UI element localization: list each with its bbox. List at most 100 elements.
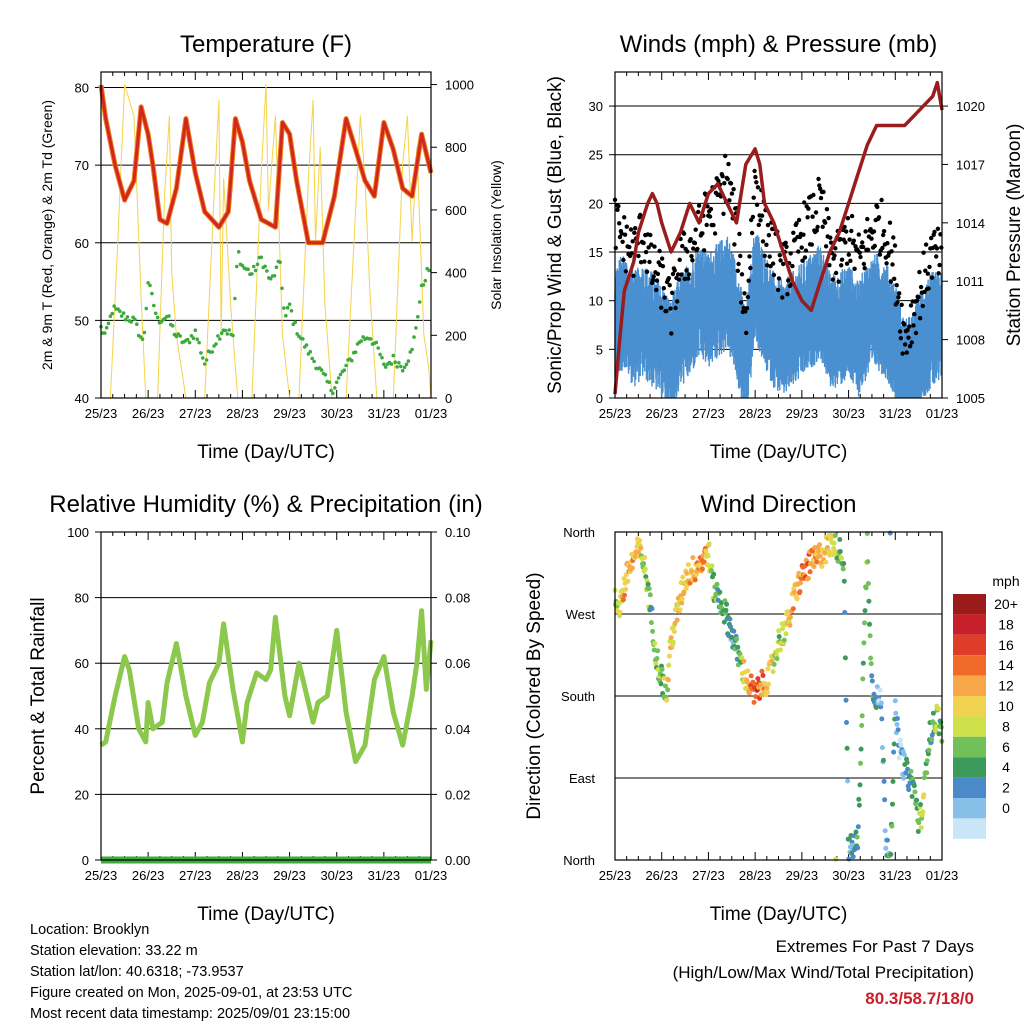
dewpoint-point	[187, 340, 192, 345]
dewpoint-point	[312, 359, 316, 364]
direction-point	[903, 770, 909, 776]
gust-point	[921, 250, 926, 255]
gust-point	[620, 239, 625, 244]
gust-point	[796, 217, 802, 223]
direction-point	[625, 578, 631, 584]
gust-point	[759, 213, 765, 218]
gust-point	[876, 215, 882, 220]
winds-pressure-xtick-label: 01/23	[926, 406, 959, 421]
gust-point	[879, 197, 884, 203]
temperature-y2tick-label: 600	[445, 203, 467, 218]
gust-point	[652, 244, 657, 249]
direction-point	[817, 542, 823, 548]
direction-point	[798, 580, 803, 586]
direction-point	[865, 581, 871, 586]
direction-point	[901, 752, 907, 758]
gust-point	[861, 261, 867, 267]
temperature-xtick-label: 26/23	[132, 406, 165, 421]
humidity-precip-y2tick-label: 0.08	[445, 591, 470, 606]
gust-point	[689, 254, 694, 259]
dewpoint-point	[383, 365, 388, 369]
gust-point	[937, 262, 942, 268]
gust-point	[824, 207, 830, 212]
gust-point	[847, 237, 852, 242]
direction-point	[843, 697, 849, 703]
winds-pressure-xlabel: Time (Day/UTC)	[710, 442, 848, 463]
gust-point	[644, 269, 650, 274]
gust-point	[897, 291, 902, 296]
legend-label: 16	[998, 637, 1014, 653]
winds-pressure-y2tick-label: 1017	[956, 157, 985, 172]
direction-point	[924, 770, 930, 776]
direction-point	[741, 658, 747, 664]
gust-point	[939, 245, 944, 250]
gust-point	[767, 254, 772, 259]
dewpoint-point	[170, 324, 175, 328]
gust-point	[860, 244, 866, 250]
direction-point	[869, 678, 875, 684]
dewpoint-point	[380, 355, 384, 360]
direction-point	[747, 690, 752, 696]
gust-point	[783, 240, 788, 245]
dewpoint-point	[129, 320, 133, 324]
dewpoint-point	[135, 322, 139, 327]
direction-point	[653, 661, 659, 667]
direction-point	[883, 845, 889, 851]
dewpoint-point	[414, 326, 418, 330]
station-latlon: Station lat/lon: 40.6318; -73.9537	[30, 964, 244, 980]
gust-point	[728, 181, 734, 186]
dewpoint-point	[150, 291, 154, 296]
legend-swatch	[953, 777, 986, 798]
dewpoint-point	[410, 347, 414, 352]
gust-point	[887, 220, 893, 225]
gust-point	[688, 237, 693, 242]
gust-point	[858, 254, 863, 260]
gust-point	[650, 278, 655, 283]
winds-pressure-xtick-label: 31/23	[879, 406, 912, 421]
winds-pressure-xtick-label: 28/23	[739, 406, 772, 421]
gust-point	[686, 276, 691, 281]
gust-point	[890, 262, 895, 267]
direction-point	[860, 676, 866, 682]
gust-point	[781, 261, 786, 267]
gust-point	[755, 185, 761, 190]
legend-label: 2	[1002, 780, 1010, 796]
dewpoint-point	[216, 334, 220, 338]
direction-point	[844, 745, 850, 751]
direction-point	[908, 768, 914, 774]
gust-point	[727, 198, 732, 203]
winds-pressure-ytick-label: 30	[589, 99, 603, 114]
gust-point	[716, 178, 721, 183]
station-elevation: Station elevation: 33.22 m	[30, 943, 198, 959]
winds-pressure-title: Winds (mph) & Pressure (mb)	[620, 31, 937, 58]
gust-point	[684, 268, 689, 273]
gust-point	[752, 168, 757, 174]
dewpoint-point	[319, 368, 324, 372]
direction-point	[744, 679, 750, 685]
direction-point	[879, 745, 885, 751]
dewpoint-point	[246, 267, 250, 272]
dewpoint-point	[240, 263, 245, 268]
humidity-precip-xtick-label: 28/23	[226, 868, 259, 883]
gust-point	[617, 221, 622, 226]
gust-point	[655, 271, 661, 277]
direction-point	[658, 681, 664, 687]
gust-point	[923, 268, 928, 273]
direction-point	[842, 610, 848, 615]
gust-point	[742, 291, 747, 296]
gust-point	[856, 232, 861, 237]
direction-point	[891, 749, 897, 755]
gust-point	[659, 305, 664, 310]
gust-point	[791, 230, 796, 235]
direction-point	[805, 575, 811, 581]
direction-point	[861, 640, 867, 646]
gust-point	[622, 215, 627, 220]
direction-point	[647, 592, 653, 598]
direction-point	[620, 597, 626, 603]
dewpoint-point	[199, 351, 203, 355]
dewpoint-point	[152, 303, 156, 308]
direction-point	[643, 574, 649, 580]
dewpoint-point	[353, 350, 358, 355]
dewpoint-point	[231, 333, 235, 338]
